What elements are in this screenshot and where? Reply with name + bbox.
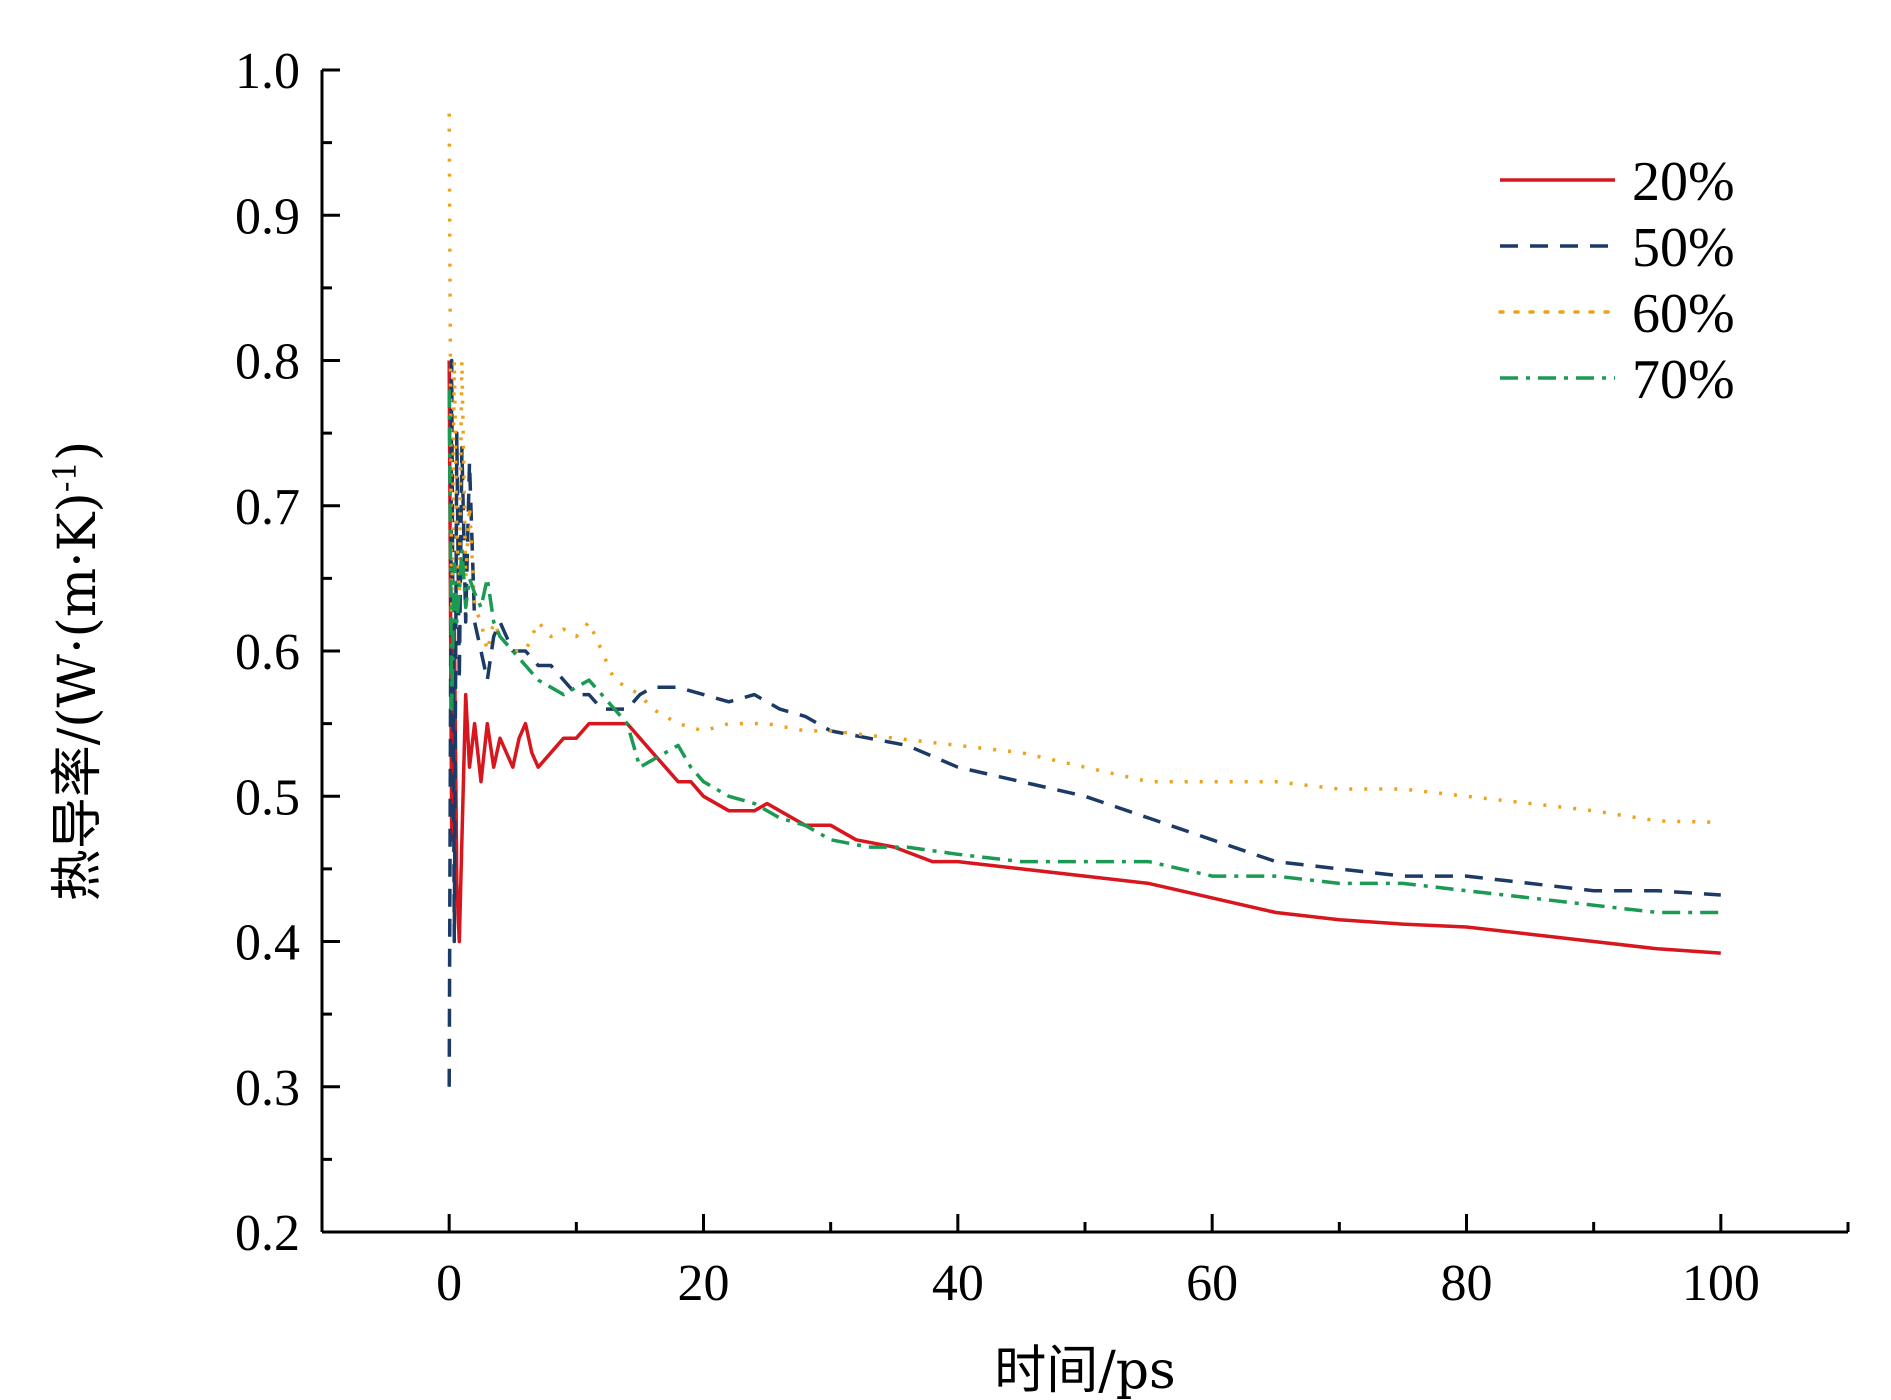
legend: 20%50%60%70% <box>1498 151 1735 411</box>
x-tick-label: 40 <box>932 1255 984 1312</box>
series-line-1 <box>447 358 1721 1087</box>
y-tick-label: 1.0 <box>235 43 300 100</box>
x-tick-label: 0 <box>436 1255 462 1312</box>
legend-label-3: 70% <box>1632 349 1735 411</box>
y-ticks: 0.2 0.3 0.4 0.5 0.6 0.7 0.8 0.9 1.0 <box>235 43 340 1262</box>
y-axis-title: 热导率/(W·(m·K)-1) <box>46 441 108 902</box>
y-tick-label: 0.6 <box>235 624 300 681</box>
y-tick-label: 0.7 <box>235 479 300 536</box>
series-line-0 <box>447 360 1721 955</box>
x-tick-label: 20 <box>678 1255 730 1312</box>
y-tick-label: 0.2 <box>235 1205 300 1262</box>
y-tick-label: 0.8 <box>235 334 300 391</box>
y-tick-label: 0.3 <box>235 1060 300 1117</box>
y-axis-title-superscript: -1 <box>46 461 84 492</box>
series-group <box>447 113 1721 1087</box>
y-tick-label: 0.5 <box>235 769 300 826</box>
plot-area: 0 20 40 60 80 100 0.2 0.3 0.4 0.5 0.6 0.7 0.8 0.9 1.0 <box>235 43 1850 1312</box>
y-axis-title-close: ) <box>48 441 108 461</box>
x-ticks: 0 20 40 60 80 100 <box>320 1214 1850 1312</box>
legend-label-2: 60% <box>1632 283 1735 345</box>
legend-label-1: 50% <box>1632 217 1735 279</box>
y-tick-label: 0.9 <box>235 188 300 245</box>
series-line-2 <box>447 113 1721 825</box>
x-tick-label: 100 <box>1682 1255 1760 1312</box>
x-tick-label: 80 <box>1441 1255 1493 1312</box>
y-tick-label: 0.4 <box>235 915 300 972</box>
y-axis-title-main: 热导率/(W·(m·K) <box>48 492 108 901</box>
x-tick-label: 60 <box>1186 1255 1238 1312</box>
series-line-3 <box>447 389 1721 915</box>
x-axis-title: 时间/ps <box>994 1341 1176 1400</box>
legend-label-0: 20% <box>1632 151 1735 213</box>
